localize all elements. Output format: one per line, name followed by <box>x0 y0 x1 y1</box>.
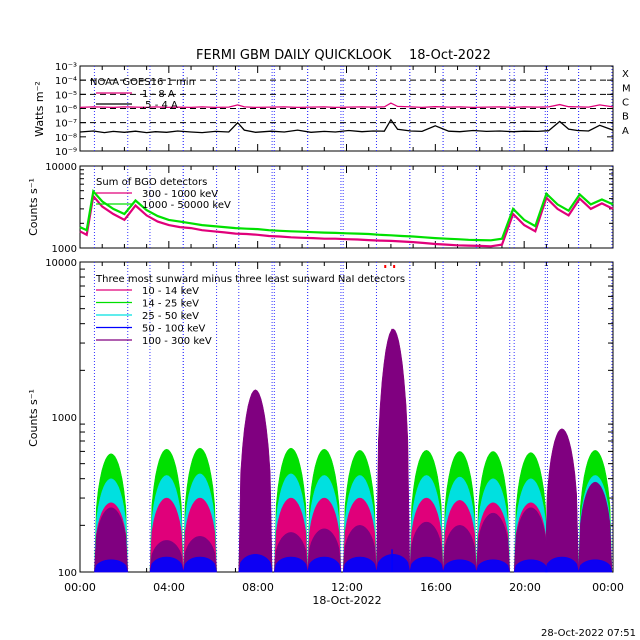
bgo-legend-title: Sum of BGO detectors <box>96 177 207 188</box>
nai-band-segment <box>409 556 444 573</box>
legend-entry: .5 - 4 A <box>142 100 178 111</box>
x-tick-label: 20:00 <box>509 581 541 594</box>
y-tick-label: 10⁻⁶ <box>55 105 77 116</box>
nai-band-segment <box>149 556 184 573</box>
trigger-marker <box>384 265 387 268</box>
y-tick-label: 10000 <box>45 258 77 269</box>
nai-band-segment <box>513 507 548 573</box>
bgo-series-line <box>79 193 614 248</box>
legend-entry: 10 - 14 keV <box>142 286 199 297</box>
y-axis-label: Watts m⁻² <box>33 81 46 137</box>
nai-band-segment <box>307 556 342 573</box>
y-tick-label: 10000 <box>45 162 77 173</box>
nai-band-segment <box>376 328 411 573</box>
nai-legend-title: Three most sunward minus three least sun… <box>95 274 405 285</box>
x-tick-label: 16:00 <box>420 581 452 594</box>
legend-entry: 1000 - 50000 keV <box>142 200 231 211</box>
nai-counts-panel: 10000 1000 100 Three most sunward minus thr… <box>27 258 614 579</box>
y-tick-label: 10⁻³ <box>55 62 77 73</box>
nai-band-segment <box>545 428 579 573</box>
nai-band-segment <box>578 481 613 573</box>
nai-band-segment <box>513 559 548 573</box>
legend-entry: 50 - 100 keV <box>142 324 206 335</box>
y-axis-label: Counts s⁻¹ <box>27 178 40 236</box>
x-tick-label: 08:00 <box>242 581 274 594</box>
x-tick-label: 00:00 <box>592 581 624 594</box>
generated-timestamp: 28-Oct-2022 07:51 <box>541 628 636 639</box>
y-tick-label: 10⁻⁹ <box>55 147 77 158</box>
y-tick-label: 1000 <box>52 413 77 424</box>
nai-band-segment <box>238 389 273 573</box>
legend-entry: 300 - 1000 keV <box>142 189 218 200</box>
nai-band-segment <box>476 559 511 573</box>
nai-band-segment <box>182 556 217 573</box>
flare-class-label: C <box>622 97 629 108</box>
bgo-series-line <box>79 188 614 242</box>
legend-entry: 14 - 25 keV <box>142 299 199 310</box>
flare-class-label: B <box>622 112 629 123</box>
y-tick-label: 10⁻⁴ <box>55 76 77 87</box>
x-tick-label: 04:00 <box>153 581 185 594</box>
flare-class-label: M <box>622 83 631 94</box>
trigger-marker <box>393 265 396 268</box>
nai-band-segment <box>544 556 579 573</box>
y-tick-label: 10⁻⁵ <box>55 90 77 101</box>
x-axis-date-label: 18-Oct-2022 <box>312 594 381 607</box>
y-tick-label: 10⁻⁷ <box>55 119 77 130</box>
nai-band-segment <box>94 507 128 573</box>
flare-class-label: A <box>622 126 629 137</box>
legend-entry: 25 - 50 keV <box>142 311 199 322</box>
y-tick-label: 100 <box>58 568 77 579</box>
nai-band-segment <box>94 559 129 573</box>
x-tick-label: 00:00 <box>64 581 96 594</box>
nai-band-segment <box>476 512 510 573</box>
nai-band-segment <box>442 559 477 573</box>
legend-entry: 1 - 8 A <box>142 89 175 100</box>
nai-band-segment <box>376 554 411 573</box>
y-tick-label: 10⁻⁸ <box>55 133 77 144</box>
legend-entry: 100 - 300 keV <box>142 336 212 347</box>
y-tick-label: 1000 <box>52 244 77 255</box>
goes-series-line <box>79 102 614 109</box>
goes-series-line <box>79 118 614 134</box>
flare-class-label: X <box>622 69 629 80</box>
nai-band-segment <box>342 556 377 573</box>
chart-title-date: 18-Oct-2022 <box>409 48 491 63</box>
y-axis-label: Counts s⁻¹ <box>27 389 40 447</box>
nai-band-segment <box>442 525 477 573</box>
goes-legend-title: NOAA GOES16 1 min <box>90 77 195 88</box>
chart-title: FERMI GBM DAILY QUICKLOOK <box>196 48 392 63</box>
x-tick-label: 12:00 <box>331 581 363 594</box>
nai-band-segment <box>578 559 613 573</box>
nai-band-segment <box>238 554 273 573</box>
nai-band-segment <box>273 556 308 573</box>
